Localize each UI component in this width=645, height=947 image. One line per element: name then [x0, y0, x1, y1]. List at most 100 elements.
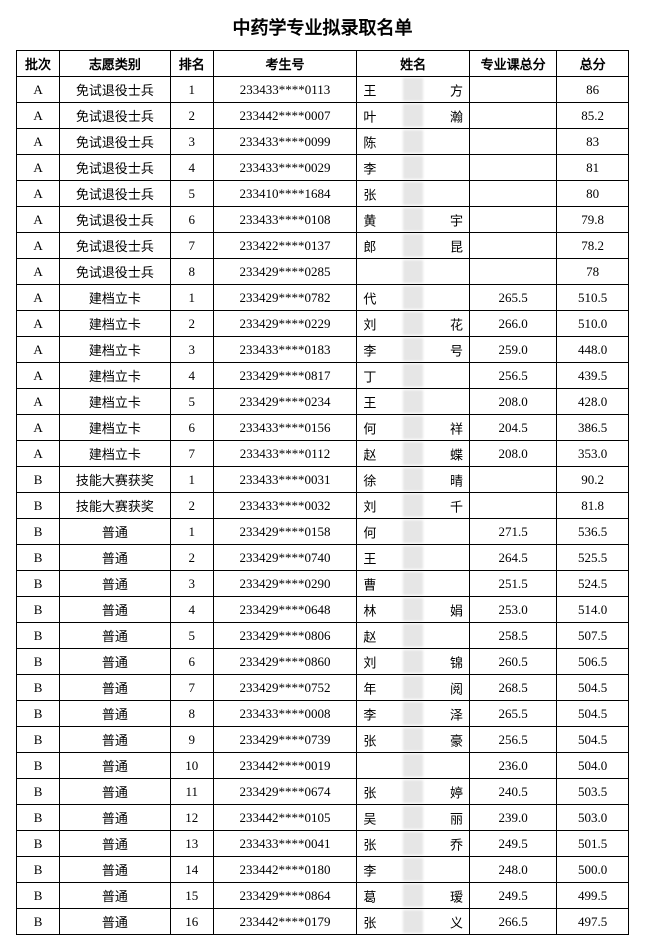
cell-name: 刘锦 [357, 649, 470, 675]
table-row: A建档立卡2233429****0229刘花266.0510.0 [17, 311, 629, 337]
cell-examno: 233422****0137 [213, 233, 357, 259]
cell-category: 建档立卡 [60, 389, 171, 415]
cell-name: 李 [357, 155, 470, 181]
cell-examno: 233429****0860 [213, 649, 357, 675]
cell-batch: A [17, 103, 60, 129]
cell-rank: 12 [170, 805, 213, 831]
name-right-char: 锦 [450, 652, 463, 671]
cell-examno: 233433****0041 [213, 831, 357, 857]
redaction-strip [403, 832, 423, 855]
cell-category: 普通 [60, 597, 171, 623]
cell-subject-total: 258.5 [470, 623, 557, 649]
cell-name: 张豪 [357, 727, 470, 753]
redaction-strip [403, 494, 423, 517]
table-row: B普通12233442****0105吴丽239.0503.0 [17, 805, 629, 831]
cell-examno: 233433****0113 [213, 77, 357, 103]
table-row: A免试退役士兵7233422****0137郎昆78.2 [17, 233, 629, 259]
redaction-strip [403, 676, 423, 699]
name-right-char: 昆 [450, 236, 463, 255]
cell-rank: 10 [170, 753, 213, 779]
cell-category: 建档立卡 [60, 363, 171, 389]
cell-category: 普通 [60, 727, 171, 753]
name-left-char: 张 [363, 730, 376, 749]
cell-total: 510.0 [557, 311, 629, 337]
cell-name: 张 [357, 181, 470, 207]
redaction-strip [403, 104, 423, 127]
cell-name: 黄宇 [357, 207, 470, 233]
cell-name: 赵 [357, 623, 470, 649]
name-right-char: 义 [450, 912, 463, 931]
cell-rank: 1 [170, 519, 213, 545]
cell-batch: A [17, 363, 60, 389]
cell-category: 建档立卡 [60, 441, 171, 467]
table-row: B普通13233433****0041张乔249.5501.5 [17, 831, 629, 857]
cell-name: 郎昆 [357, 233, 470, 259]
cell-batch: B [17, 883, 60, 909]
cell-examno: 233433****0031 [213, 467, 357, 493]
cell-category: 免试退役士兵 [60, 207, 171, 233]
table-row: B普通10233442****0019236.0504.0 [17, 753, 629, 779]
name-left-char: 李 [363, 158, 376, 177]
table-row: A建档立卡1233429****0782代265.5510.5 [17, 285, 629, 311]
cell-category: 建档立卡 [60, 311, 171, 337]
cell-subject-total [470, 207, 557, 233]
cell-examno: 233442****0180 [213, 857, 357, 883]
table-row: A建档立卡4233429****0817丁256.5439.5 [17, 363, 629, 389]
cell-examno: 233429****0158 [213, 519, 357, 545]
name-right-char: 乔 [450, 834, 463, 853]
cell-total: 503.0 [557, 805, 629, 831]
cell-category: 免试退役士兵 [60, 233, 171, 259]
cell-examno: 233429****0740 [213, 545, 357, 571]
cell-category: 普通 [60, 519, 171, 545]
cell-name: 曹 [357, 571, 470, 597]
cell-rank: 2 [170, 493, 213, 519]
name-left-char: 李 [363, 704, 376, 723]
table-row: A建档立卡7233433****0112赵蝶208.0353.0 [17, 441, 629, 467]
cell-batch: B [17, 675, 60, 701]
cell-category: 普通 [60, 753, 171, 779]
redaction-strip [403, 884, 423, 907]
name-right-char: 千 [450, 496, 463, 515]
cell-total: 507.5 [557, 623, 629, 649]
col-name: 姓名 [357, 51, 470, 77]
cell-subject-total [470, 233, 557, 259]
cell-subject-total: 251.5 [470, 571, 557, 597]
cell-subject-total: 266.5 [470, 909, 557, 935]
table-row: A建档立卡6233433****0156何祥204.5386.5 [17, 415, 629, 441]
cell-name: 葛瑷 [357, 883, 470, 909]
cell-examno: 233429****0290 [213, 571, 357, 597]
cell-subject-total: 208.0 [470, 441, 557, 467]
redaction-strip [403, 234, 423, 257]
cell-batch: A [17, 77, 60, 103]
name-left-char: 何 [363, 418, 376, 437]
cell-total: 386.5 [557, 415, 629, 441]
cell-category: 建档立卡 [60, 337, 171, 363]
cell-subject-total: 249.5 [470, 883, 557, 909]
cell-batch: A [17, 311, 60, 337]
cell-rank: 2 [170, 311, 213, 337]
col-total: 总分 [557, 51, 629, 77]
cell-category: 普通 [60, 805, 171, 831]
cell-rank: 2 [170, 545, 213, 571]
cell-category: 建档立卡 [60, 285, 171, 311]
cell-batch: B [17, 857, 60, 883]
cell-subject-total: 271.5 [470, 519, 557, 545]
redaction-strip [403, 624, 423, 647]
table-row: B普通1233429****0158何271.5536.5 [17, 519, 629, 545]
cell-rank: 6 [170, 415, 213, 441]
table-row: B普通11233429****0674张婷240.5503.5 [17, 779, 629, 805]
cell-rank: 16 [170, 909, 213, 935]
cell-examno: 233429****0674 [213, 779, 357, 805]
cell-total: 536.5 [557, 519, 629, 545]
cell-batch: A [17, 389, 60, 415]
cell-rank: 5 [170, 623, 213, 649]
name-left-char: 刘 [363, 652, 376, 671]
cell-total: 448.0 [557, 337, 629, 363]
cell-examno: 233433****0112 [213, 441, 357, 467]
name-left-char: 张 [363, 184, 376, 203]
cell-subject-total [470, 181, 557, 207]
cell-name: 何 [357, 519, 470, 545]
cell-total: 85.2 [557, 103, 629, 129]
cell-name: 陈 [357, 129, 470, 155]
cell-examno: 233433****0108 [213, 207, 357, 233]
